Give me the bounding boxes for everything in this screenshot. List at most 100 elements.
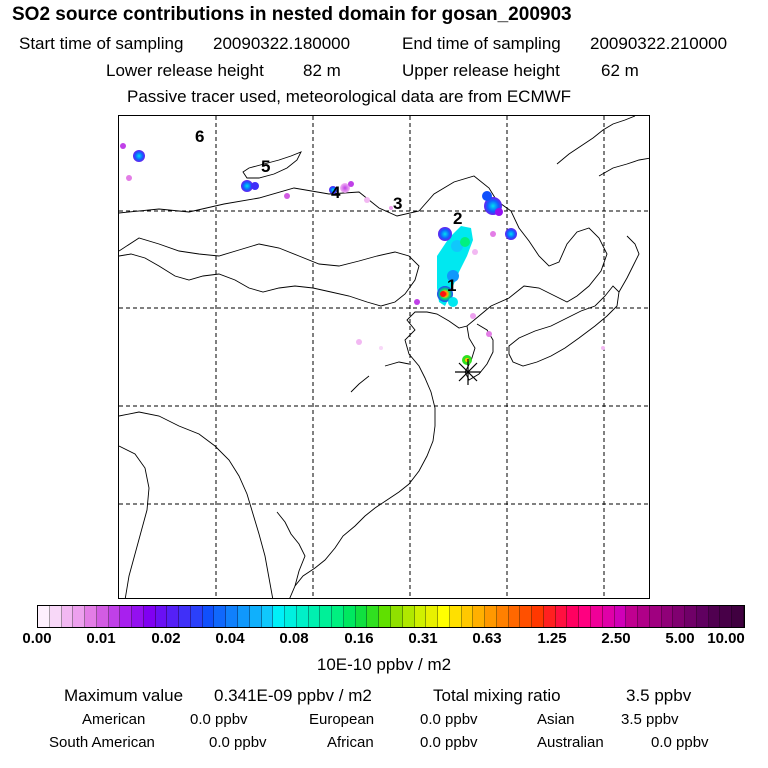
colorbar-segment [532, 606, 544, 627]
region-value: 0.0 ppbv [420, 711, 478, 728]
tracer-note: Passive tracer used, meteorological data… [127, 87, 572, 106]
colorbar-segment [402, 606, 415, 627]
colorbar-unit: 10E-10 ppbv / m2 [316, 655, 452, 674]
colorbar-segment [696, 606, 709, 627]
colorbar-segment [473, 606, 486, 627]
lower-release-value: 82 m [303, 61, 341, 80]
colorbar-segment [543, 606, 556, 627]
colorbar-segment [261, 606, 274, 627]
colorbar-segment [167, 606, 180, 627]
colorbar-segment [496, 606, 509, 627]
colorbar-segment [343, 606, 356, 627]
colorbar-segment [661, 606, 674, 627]
max-value: 0.341E-09 ppbv / m2 [214, 686, 372, 705]
colorbar-segment [143, 606, 156, 627]
region-name: Asian [537, 711, 575, 728]
max-value-label: Maximum value [64, 686, 184, 705]
colorbar-segment [190, 606, 203, 627]
source-label-2: 2 [453, 209, 463, 228]
colorbar-segment [85, 606, 97, 627]
region-value: 0.0 ppbv [209, 734, 267, 751]
region-name: African [327, 734, 374, 751]
colorbar-segment [720, 606, 733, 627]
colorbar-segment [238, 606, 250, 627]
colorbar-segment [61, 606, 74, 627]
colorbar-tick-label: 2.50 [601, 630, 631, 647]
colorbar-segment [426, 606, 439, 627]
colorbar-segment [555, 606, 568, 627]
colorbar-segment [379, 606, 391, 627]
colorbar-segment [273, 606, 286, 627]
colorbar-segment [732, 606, 744, 627]
colorbar-segment [649, 606, 662, 627]
total-mixing-value: 3.5 ppbv [626, 686, 692, 705]
colorbar-segment [179, 606, 191, 627]
colorbar-segment [355, 606, 368, 627]
colorbar-tick-label: 0.04 [215, 630, 245, 647]
colorbar-tick-label: 0.63 [472, 630, 502, 647]
colorbar-segment [567, 606, 580, 627]
region-name: European [309, 711, 375, 728]
colorbar-segment [602, 606, 615, 627]
region-value: 0.0 ppbv [420, 734, 478, 751]
colorbar-segment [132, 606, 144, 627]
colorbar-segment [685, 606, 697, 627]
source-label-4: 4 [331, 183, 341, 202]
colorbar-segment [226, 606, 239, 627]
asterisk-receptor-icon [455, 359, 481, 385]
source-label-3: 3 [393, 194, 403, 213]
colorbar-segment [673, 606, 686, 627]
colorbar-segment [155, 606, 168, 627]
source-label-5: 5 [261, 157, 271, 176]
colorbar-tick-label: 0.08 [279, 630, 309, 647]
colorbar-segment [485, 606, 497, 627]
region-value: 0.0 ppbv [651, 734, 709, 751]
region-name: American [82, 711, 146, 728]
colorbar-segment [626, 606, 639, 627]
colorbar-segment [320, 606, 333, 627]
concentration-patches [120, 143, 605, 365]
colorbar-tick-label: 1.25 [537, 630, 567, 647]
colorbar-segment [590, 606, 603, 627]
colorbar-segment [120, 606, 133, 627]
colorbar-segment [108, 606, 121, 627]
colorbar [37, 605, 745, 628]
upper-release-value: 62 m [601, 61, 639, 80]
colorbar-segment [638, 606, 650, 627]
colorbar-segment [708, 606, 721, 627]
colorbar-segment [202, 606, 215, 627]
region-value: 3.5 ppbv [621, 711, 679, 728]
coastlines [119, 116, 649, 598]
colorbar-tick-label: 0.01 [86, 630, 116, 647]
colorbar-tick-label: 10.00 [707, 630, 745, 647]
colorbar-segment [390, 606, 403, 627]
colorbar-segment [367, 606, 380, 627]
colorbar-segment [461, 606, 474, 627]
colorbar-tick-label: 0.31 [408, 630, 438, 647]
colorbar-segment [285, 606, 297, 627]
page-title: SO2 source contributions in nested domai… [12, 4, 572, 25]
colorbar-segment [49, 606, 62, 627]
colorbar-segment [614, 606, 627, 627]
colorbar-segment [73, 606, 86, 627]
source-label-1: 1 [447, 276, 457, 295]
source-label-6: 6 [195, 127, 205, 146]
colorbar-segment [332, 606, 344, 627]
colorbar-tick-label: 0.00 [22, 630, 52, 647]
region-value: 0.0 ppbv [190, 711, 248, 728]
upper-release-label: Upper release height [402, 61, 560, 80]
colorbar-segment [438, 606, 450, 627]
region-name: Australian [537, 734, 604, 751]
colorbar-segment [520, 606, 533, 627]
colorbar-segment [96, 606, 109, 627]
colorbar-segment [38, 606, 50, 627]
colorbar-tick-label: 0.02 [151, 630, 181, 647]
colorbar-segment [579, 606, 591, 627]
colorbar-segment [308, 606, 321, 627]
colorbar-segment [508, 606, 521, 627]
colorbar-tick-label: 0.16 [344, 630, 374, 647]
colorbar-segment [249, 606, 262, 627]
start-time-label: Start time of sampling [19, 34, 184, 53]
map-panel: 1 2 3 4 5 6 [118, 115, 650, 599]
region-name: South American [49, 734, 155, 751]
